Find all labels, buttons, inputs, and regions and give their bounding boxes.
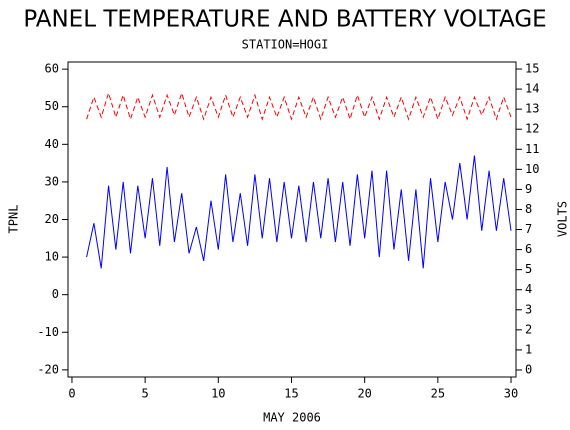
x-tick-label: 30 (504, 387, 518, 401)
y2-tick-label: 12 (525, 122, 539, 136)
y2-tick-label: 8 (525, 202, 532, 216)
x-tick-label: 20 (357, 387, 371, 401)
x-tick-label: 10 (211, 387, 225, 401)
y-tick-label: 40 (45, 137, 59, 151)
y2-tick-label: 13 (525, 102, 539, 116)
y2-tick-label: 3 (525, 302, 532, 316)
y2-tick-label: 10 (525, 162, 539, 176)
y2-tick-label: 6 (525, 242, 532, 256)
x-tick-label: 25 (431, 387, 445, 401)
y2-tick-label: 15 (525, 62, 539, 76)
y-tick-label: 50 (45, 99, 59, 113)
y2-tick-label: 0 (525, 362, 532, 376)
data-line (86, 91, 512, 121)
x-tick-label: 0 (68, 387, 75, 401)
x-tick-label: 15 (284, 387, 298, 401)
x-tick-label: 5 (142, 387, 149, 401)
x-axis-label: MAY 2006 (263, 411, 321, 425)
y2-tick-label: 4 (525, 282, 532, 296)
y2-tick-label: 5 (525, 262, 532, 276)
y2-tick-label: 14 (525, 82, 539, 96)
y2-tick-label: 7 (525, 222, 532, 236)
y-tick-label: 60 (45, 62, 59, 76)
y-tick-label: 0 (52, 287, 59, 301)
data-line (86, 155, 512, 269)
y-tick-label: -20 (37, 362, 59, 376)
chart-title: PANEL TEMPERATURE AND BATTERY VOLTAGE (23, 7, 546, 33)
y-axis-label: TPNL (7, 205, 21, 234)
y-tick-label: 10 (45, 250, 59, 264)
y-tick-label: 20 (45, 212, 59, 226)
chart-subtitle: STATION=HOGI (242, 38, 329, 52)
y-tick-label: 30 (45, 174, 59, 188)
y2-axis-label: VOLTS (556, 201, 570, 237)
y2-tick-label: 1 (525, 342, 532, 356)
y-tick-label: -10 (37, 325, 59, 339)
y2-tick-label: 2 (525, 322, 532, 336)
plot-frame (67, 61, 517, 378)
y2-tick-label: 11 (525, 142, 539, 156)
y2-tick-label: 9 (525, 182, 532, 196)
